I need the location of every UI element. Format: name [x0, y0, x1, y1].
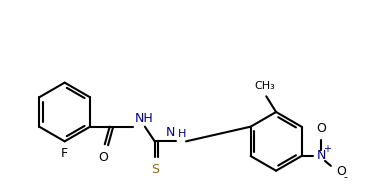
Text: N: N: [166, 126, 175, 139]
Text: F: F: [61, 147, 68, 160]
Text: S: S: [151, 163, 159, 176]
Text: +: +: [323, 144, 331, 154]
Text: O: O: [98, 151, 108, 164]
Text: CH₃: CH₃: [254, 81, 275, 91]
Text: H: H: [178, 129, 186, 139]
Text: O: O: [316, 122, 326, 135]
Text: O: O: [337, 165, 346, 178]
Text: N: N: [316, 149, 326, 162]
Text: NH: NH: [135, 112, 154, 125]
Text: -: -: [344, 173, 348, 183]
